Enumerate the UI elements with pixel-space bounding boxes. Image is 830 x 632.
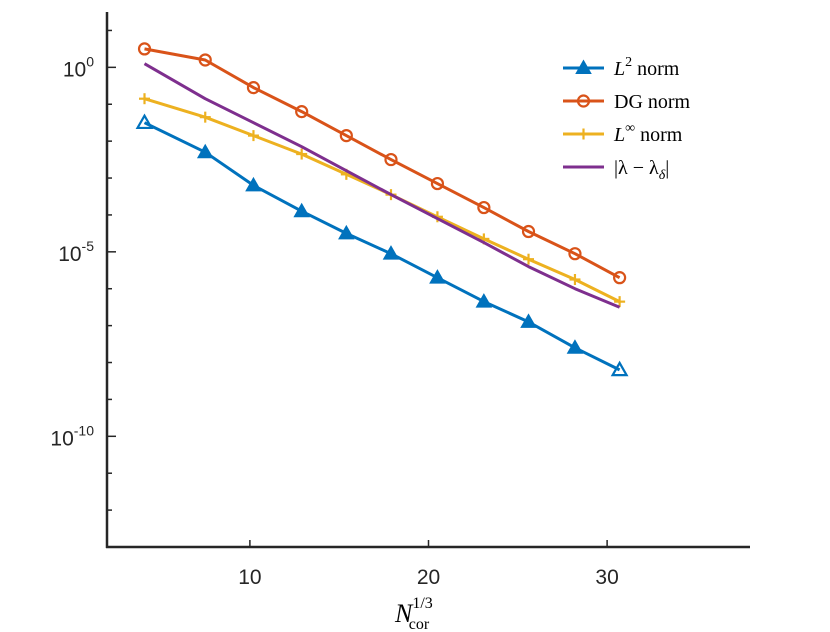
x-tick-label: 30 (595, 566, 618, 589)
y-tick-label: 100 (63, 53, 94, 81)
data-point-triangle (135, 113, 154, 130)
data-point-triangle (429, 269, 446, 284)
data-point-plus (247, 130, 259, 142)
series-2 (139, 93, 626, 308)
data-point-plus (614, 296, 626, 308)
data-point-triangle (293, 202, 310, 218)
data-point-plus (296, 148, 308, 160)
series-line (144, 47, 621, 280)
legend: L2 norm DG norm L∞ norm |λ − λδ| (563, 55, 691, 183)
legend-entry-3: |λ − λδ| (563, 157, 669, 183)
legend-entry-0: L2 norm (563, 55, 680, 80)
data-point-triangle (382, 245, 400, 260)
series-line (143, 121, 621, 372)
axes: 10 20 30 100 10-5 10-10 (50, 12, 750, 589)
data-point-triangle (475, 293, 493, 308)
data-point-plus (569, 274, 581, 285)
data-point-circle (477, 200, 491, 215)
x-axis-label: N1/3 cor (394, 595, 433, 632)
series-3 (143, 62, 621, 309)
data-point-triangle (338, 224, 355, 240)
data-point-circle (430, 176, 445, 191)
data-point-circle (246, 81, 261, 95)
legend-label: |λ − λδ| (614, 157, 669, 183)
data-point-plus (578, 128, 589, 140)
data-point-circle (339, 129, 353, 143)
data-point-circle (613, 271, 627, 285)
data-point-circle (384, 152, 398, 167)
legend-label: L2 norm (613, 55, 680, 80)
data-point-triangle (245, 176, 262, 192)
data-point-triangle (196, 143, 214, 159)
data-point-circle (137, 42, 152, 56)
data-point-circle (295, 105, 309, 119)
series-1 (137, 42, 627, 285)
legend-entry-1: DG norm (563, 91, 691, 113)
data-point-triangle (520, 313, 537, 328)
series-line (143, 62, 621, 309)
x-tick-label: 10 (238, 566, 261, 589)
data-point-circle (568, 247, 582, 261)
series-line (144, 97, 621, 303)
data-point-plus (139, 93, 151, 105)
data-point-plus (199, 111, 211, 123)
legend-label: DG norm (614, 91, 691, 113)
data-point-triangle (566, 339, 584, 354)
legend-label: L∞ norm (613, 121, 683, 146)
x-tick-label: 20 (417, 566, 440, 589)
plot-series (135, 42, 629, 377)
axis-labels: N1/3 cor (394, 595, 433, 632)
data-point-triangle (610, 360, 629, 377)
data-point-circle (521, 224, 536, 239)
data-point-circle (576, 94, 591, 108)
data-point-circle (198, 53, 212, 67)
y-tick-label: 10-5 (58, 238, 94, 266)
legend-marker (575, 59, 592, 74)
series-0 (135, 113, 629, 377)
y-tick-label: 10-10 (50, 422, 94, 450)
data-point-plus (523, 253, 535, 265)
legend-entry-2: L∞ norm (563, 121, 683, 146)
